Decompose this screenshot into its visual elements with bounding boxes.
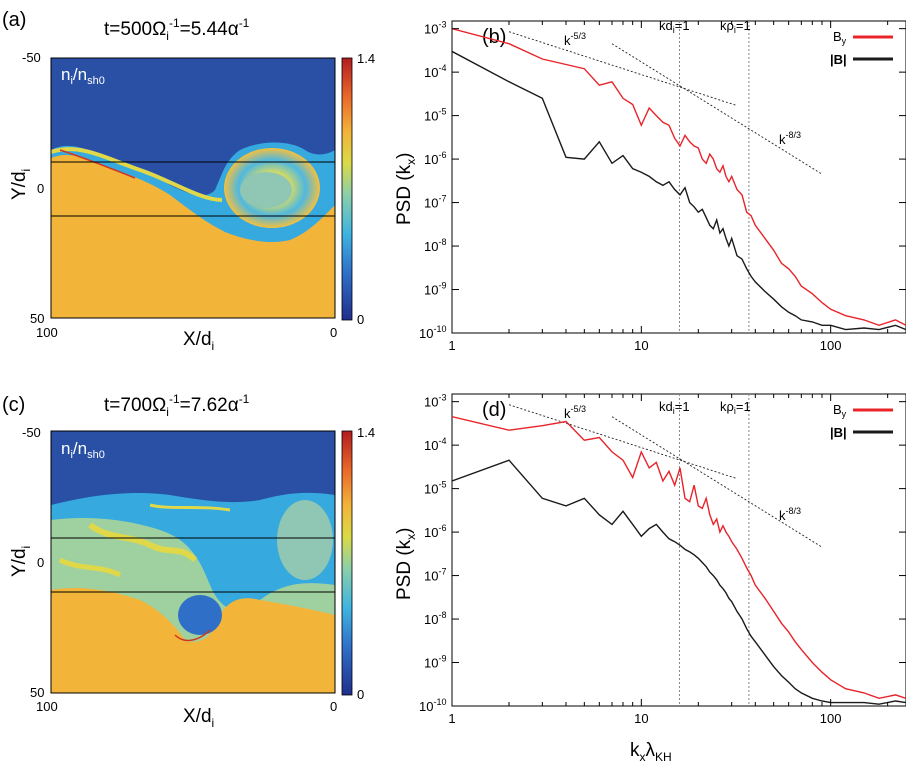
series-by-d — [452, 416, 906, 700]
y-tick-label-b-2: 10-5 — [424, 107, 446, 124]
y-axis-label-d: PSD (kx) — [394, 527, 418, 600]
slope-label-53-d: k-5/3 — [564, 404, 586, 421]
guide-line-d-0 — [508, 404, 738, 480]
y-axis-label-c: Y/di — [9, 546, 33, 577]
guide-line-b-1 — [611, 43, 823, 175]
y-tick-label-b-7: 10-10 — [419, 324, 446, 341]
x-tick-a-right: 0 — [330, 325, 337, 340]
x-axis-label-a: X/di — [183, 329, 214, 353]
legend-label-b-mag-d: |B| — [830, 425, 847, 440]
x-tick-label-d-0: 1 — [448, 711, 455, 726]
panel-label-d: (d) — [482, 399, 506, 421]
colorbar-tick-c-min: 0 — [357, 687, 364, 702]
panel-a: (a) t=500Ωi-1=5.44α-1 ni/nsh0 -50 0 50 1… — [2, 9, 375, 353]
y-tick-label-d-4: 10-7 — [424, 567, 446, 584]
y-axis-label-b: PSD (kx) — [394, 152, 418, 225]
series-bmag-d — [452, 459, 906, 705]
slope-label-83-d: k-8/3 — [779, 506, 801, 523]
panel-c: (c) t=700Ωi-1=7.62α-1 ni/nsh0 -50 0 50 1… — [2, 392, 375, 730]
guide-line-b-0 — [508, 31, 738, 107]
panel-d: (d) 1 10 100 10-3 10-4 10-5 10-6 10-7 10-8 10-9 10… — [394, 393, 906, 764]
series-by-b — [452, 28, 906, 327]
x-tick-label-d-2: 100 — [820, 711, 842, 726]
x-axis-label-d: kxλKH — [630, 740, 672, 764]
y-tick-a-mid: 0 — [37, 181, 44, 196]
field-label-a: ni/nsh0 — [61, 65, 105, 87]
legend-b: By |B| — [830, 29, 893, 67]
panel-label-a: (a) — [2, 9, 26, 31]
y-tick-label-b-0: 10-3 — [424, 20, 446, 37]
x-tick-c-left: 100 — [36, 699, 58, 714]
legend-label-b-mag-b: |B| — [830, 52, 847, 67]
krhoi-label-d: kρi=1 — [720, 399, 751, 416]
analysis-box-c — [50, 537, 336, 593]
y-tick-a-top: -50 — [22, 50, 41, 65]
spectrum-plot-d — [452, 394, 906, 706]
panel-title-c: t=700Ωi-1=7.62α-1 — [104, 392, 250, 419]
y-tick-c-bottom: 50 — [30, 685, 44, 700]
density-map-c — [51, 431, 335, 693]
y-tick-label-b-6: 10-9 — [424, 281, 446, 298]
krhoi-label-b: kρi=1 — [720, 18, 751, 35]
colorbar-c — [341, 430, 353, 696]
y-tick-label-d-6: 10-9 — [424, 654, 446, 671]
y-tick-label-b-1: 10-4 — [424, 63, 446, 80]
legend-d: By |B| — [830, 402, 893, 440]
panel-title-a: t=500Ωi-1=5.44α-1 — [104, 16, 250, 43]
y-tick-label-b-4: 10-7 — [424, 194, 446, 211]
legend-label-by-b: By — [833, 29, 847, 46]
y-tick-a-bottom: 50 — [30, 311, 44, 326]
x-tick-c-right: 0 — [330, 699, 337, 714]
field-label-c: ni/nsh0 — [61, 439, 105, 461]
y-tick-label-b-3: 10-6 — [424, 150, 446, 167]
y-tick-label-d-0: 10-3 — [424, 393, 446, 410]
y-tick-label-d-2: 10-5 — [424, 480, 446, 497]
y-tick-label-d-7: 10-10 — [419, 697, 446, 714]
slope-label-83-b: k-8/3 — [779, 130, 801, 147]
y-tick-label-d-5: 10-8 — [424, 610, 446, 627]
panel-label-c: (c) — [2, 394, 25, 416]
x-tick-label-b-1: 10 — [634, 338, 648, 353]
y-tick-label-d-1: 10-4 — [424, 436, 446, 453]
x-tick-label-b-0: 1 — [448, 338, 455, 353]
kdi-label-b: kdi=1 — [659, 18, 690, 35]
axis-ticks-b: 1 10 100 10-3 10-4 10-5 10-6 10-7 10-8 10-9 10-10 — [419, 20, 906, 353]
x-tick-a-left: 100 — [36, 325, 58, 340]
colorbar-tick-a-min: 0 — [357, 312, 364, 327]
y-tick-c-mid: 0 — [37, 555, 44, 570]
panel-b: (b) 1 10 100 10-3 10-4 10-5 10-6 10-7 10-8 10-9 10… — [394, 18, 906, 353]
series-bmag-b — [452, 50, 906, 331]
x-tick-label-d-1: 10 — [634, 711, 648, 726]
colorbar-tick-a-max: 1.4 — [357, 51, 375, 66]
spectrum-plot-b — [452, 21, 906, 333]
density-map-a — [51, 58, 335, 318]
y-tick-label-d-3: 10-6 — [424, 523, 446, 540]
panel-label-b: (b) — [482, 26, 506, 48]
x-axis-label-c: X/di — [183, 706, 214, 730]
y-tick-c-top: -50 — [22, 425, 41, 440]
x-tick-label-b-2: 100 — [820, 338, 842, 353]
kdi-label-d: kdi=1 — [659, 399, 690, 416]
guide-line-d-1 — [611, 416, 823, 548]
legend-label-by-d: By — [833, 402, 847, 419]
colorbar-a — [341, 57, 353, 321]
y-axis-label-a: Y/di — [9, 169, 33, 200]
colorbar-tick-c-max: 1.4 — [357, 425, 375, 440]
slope-label-53-b: k-5/3 — [564, 31, 586, 48]
axis-ticks-d: 1 10 100 10-3 10-4 10-5 10-6 10-7 10-8 10-9 10-10 — [419, 393, 906, 726]
analysis-box-a — [50, 161, 336, 217]
y-tick-label-b-5: 10-8 — [424, 237, 446, 254]
